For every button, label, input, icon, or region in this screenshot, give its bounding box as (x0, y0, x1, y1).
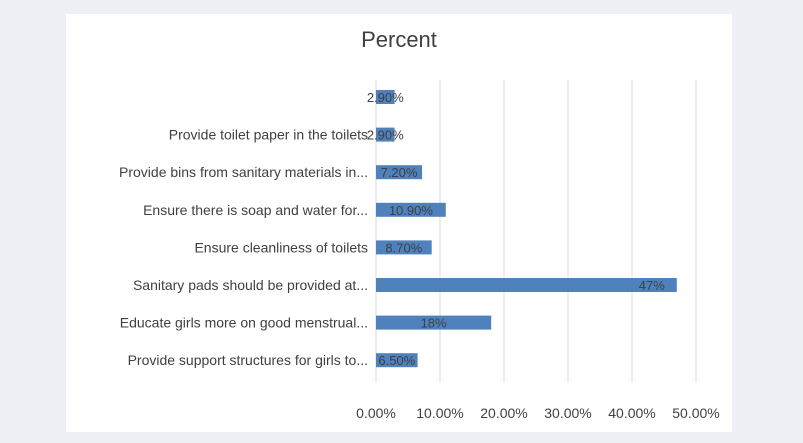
category-labels: Provide toilet paper in the toilets Provi… (119, 127, 368, 369)
chart-card: Percent Provide toilet paper in the toil… (66, 14, 732, 432)
category-label: Ensure cleanliness of toilets (194, 239, 368, 255)
data-label: 2.90% (367, 128, 404, 143)
bar (376, 315, 492, 330)
category-label: Educate girls more on good menstrual... (120, 315, 368, 331)
x-tick-label: 40.00% (608, 405, 655, 421)
x-tick-label: 30.00% (544, 405, 591, 421)
category-label: Sanitary pads should be provided at... (133, 277, 368, 293)
data-label: 8.70% (385, 240, 422, 255)
gridlines (375, 80, 697, 382)
bar-chart: Percent Provide toilet paper in the toil… (119, 27, 720, 421)
category-label: Ensure there is soap and water for... (143, 202, 368, 218)
data-label: 47% (639, 278, 665, 293)
x-tick-label: 20.00% (480, 405, 527, 421)
x-tick-label: 50.00% (672, 405, 719, 421)
bar (376, 165, 423, 180)
data-labels: 2.90% 2.90% 7.20% 10.90% 8.70% 47% 18% 6.50% (367, 90, 665, 368)
x-tick-label: 0.00% (356, 405, 396, 421)
x-tick-label: 10.00% (416, 405, 463, 421)
bar (376, 353, 418, 368)
bar (376, 240, 432, 255)
category-label: Provide bins from sanitary materials in.… (119, 164, 368, 180)
bar (376, 90, 395, 104)
data-label: 18% (421, 316, 447, 331)
data-label: 6.50% (378, 353, 415, 368)
bar (376, 278, 677, 292)
category-label: Provide toilet paper in the toilets (169, 127, 368, 143)
category-label: Provide support structures for girls to.… (128, 352, 368, 368)
x-axis-ticks: 0.00% 10.00% 20.00% 30.00% 40.00% 50.00% (356, 405, 720, 421)
bars (376, 90, 677, 368)
data-label: 2.90% (367, 90, 404, 105)
bar (376, 127, 395, 142)
data-label: 10.90% (389, 203, 434, 218)
bar (376, 202, 446, 217)
chart-title: Percent (361, 27, 437, 52)
data-label: 7.20% (381, 165, 418, 180)
